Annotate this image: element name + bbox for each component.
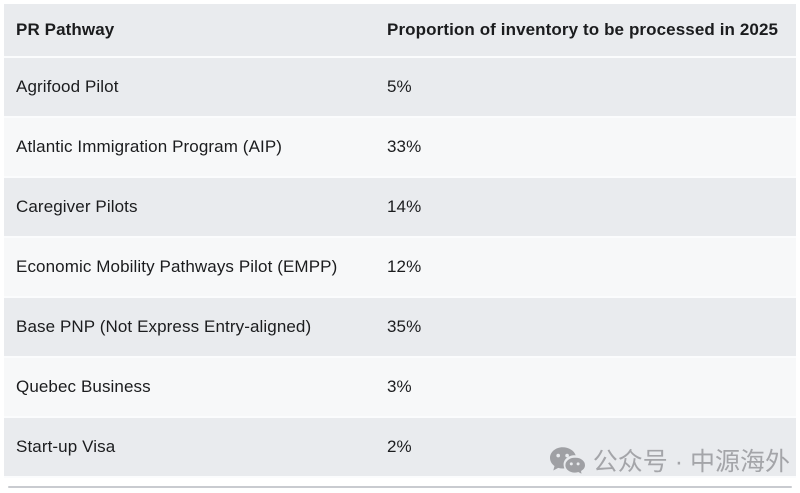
pathway-cell: Base PNP (Not Express Entry-aligned) <box>16 317 312 336</box>
pathway-cell: Caregiver Pilots <box>16 197 138 216</box>
table-row: Agrifood Pilot 5% <box>4 58 796 118</box>
pathway-cell: Quebec Business <box>16 377 151 396</box>
pathway-cell: Agrifood Pilot <box>16 77 119 96</box>
bottom-divider <box>8 486 792 488</box>
proportion-cell: 14% <box>387 197 422 216</box>
table-body: Agrifood Pilot 5% Atlantic Immigration P… <box>4 58 796 478</box>
proportion-cell: 35% <box>387 317 422 336</box>
table-row: Atlantic Immigration Program (AIP) 33% <box>4 118 796 178</box>
proportion-cell: 12% <box>387 257 422 276</box>
table-row: Caregiver Pilots 14% <box>4 178 796 238</box>
table-row: Start-up Visa 2% <box>4 418 796 478</box>
proportion-cell: 2% <box>387 437 412 456</box>
proportion-cell: 3% <box>387 377 412 396</box>
column-header-pathway: PR Pathway <box>16 20 115 39</box>
watermark: 公众号 · 中源海外 <box>549 446 790 479</box>
table-row: Economic Mobility Pathways Pilot (EMPP) … <box>4 238 796 298</box>
table-row: Quebec Business 3% <box>4 358 796 418</box>
proportion-cell: 5% <box>387 77 412 96</box>
proportion-cell: 33% <box>387 137 422 156</box>
watermark-text: 公众号 · 中源海外 <box>592 448 790 476</box>
table-header-row: PR Pathway Proportion of inventory to be… <box>4 4 796 58</box>
table-row: Base PNP (Not Express Entry-aligned) 35% <box>4 298 796 358</box>
pathway-cell: Atlantic Immigration Program (AIP) <box>16 137 283 156</box>
column-header-proportion: Proportion of inventory to be processed … <box>387 20 779 39</box>
wechat-icon <box>549 446 586 479</box>
pathway-cell: Economic Mobility Pathways Pilot (EMPP) <box>16 257 338 276</box>
pr-pathway-table: PR Pathway Proportion of inventory to be… <box>4 4 796 478</box>
pathway-cell: Start-up Visa <box>16 437 116 456</box>
